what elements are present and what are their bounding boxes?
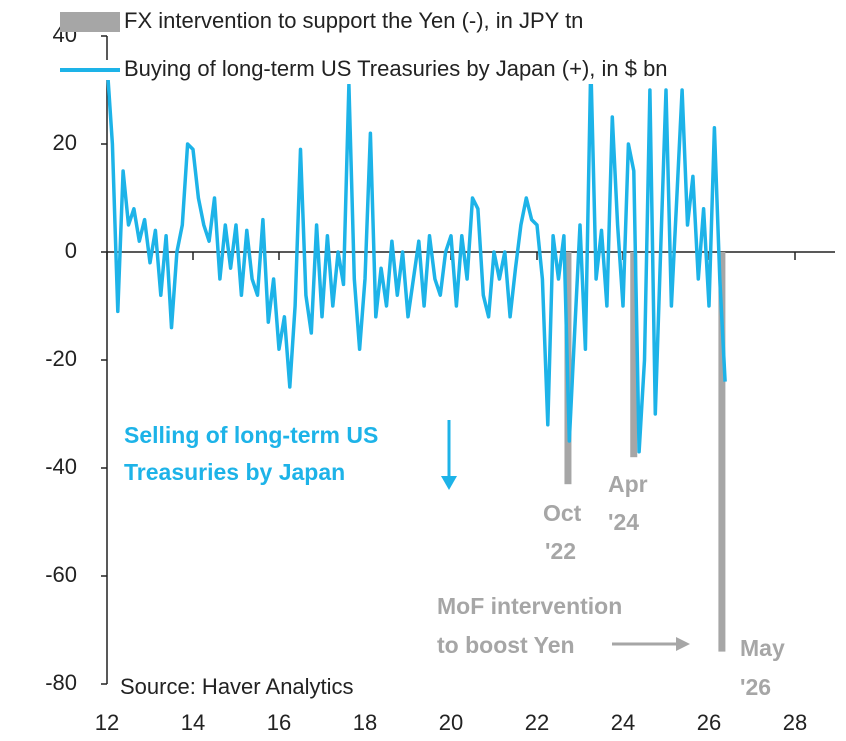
x-tick-label: 28 [783, 710, 807, 735]
x-tick-label: 18 [353, 710, 377, 735]
y-tick-label: 0 [65, 238, 77, 263]
annotation: Oct [543, 500, 582, 526]
annotation: May [740, 635, 785, 661]
legend-bg [122, 8, 842, 36]
annotation: '26 [740, 674, 771, 700]
legend-bg [122, 56, 842, 84]
x-tick-label: 26 [697, 710, 721, 735]
bar [718, 252, 726, 652]
legend-label: FX intervention to support the Yen (-), … [124, 8, 583, 33]
x-tick-label: 22 [525, 710, 549, 735]
annotation: Treasuries by Japan [124, 459, 345, 485]
y-tick-label: -60 [45, 562, 77, 587]
line [105, 61, 727, 454]
annotation: Selling of long-term US [124, 422, 378, 448]
source: Source: Haver Analytics [120, 674, 354, 699]
annotation: Apr [608, 471, 648, 497]
legend-swatch [60, 12, 120, 32]
annotation: MoF intervention [437, 593, 622, 619]
y-tick-label: -80 [45, 670, 77, 695]
arrow-head [441, 476, 457, 490]
legend-label: Buying of long-term US Treasuries by Jap… [124, 56, 668, 81]
x-tick-label: 16 [267, 710, 291, 735]
y-tick-label: -40 [45, 454, 77, 479]
x-tick-label: 24 [611, 710, 635, 735]
annotation: '22 [545, 538, 576, 564]
annotation: to boost Yen [437, 632, 575, 658]
annotation: '24 [608, 509, 639, 535]
y-tick-label: 20 [53, 130, 77, 155]
x-tick-label: 20 [439, 710, 463, 735]
x-tick-label: 12 [95, 710, 119, 735]
arrow-head [676, 637, 690, 651]
x-tick-label: 14 [181, 710, 205, 735]
bar [630, 252, 638, 458]
y-tick-label: -20 [45, 346, 77, 371]
